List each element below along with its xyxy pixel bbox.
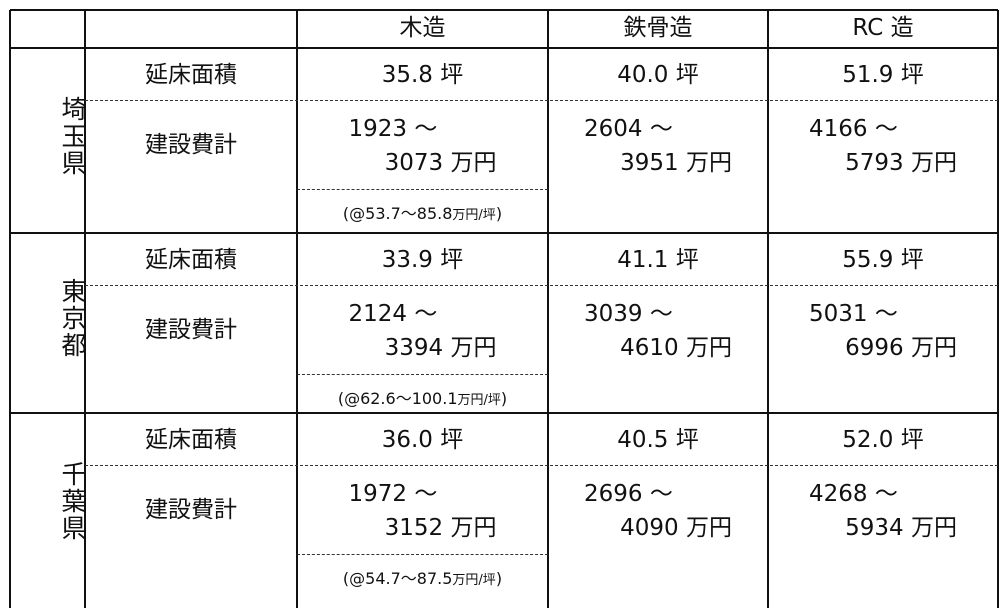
column-header: 木造 xyxy=(399,15,446,41)
region-label: 千葉県 xyxy=(58,460,87,542)
area-value: 55.9 坪 xyxy=(842,247,924,273)
rule xyxy=(297,374,548,376)
unit-price-close: ) xyxy=(495,569,503,588)
unit-price-range: (@54.7～87.5 xyxy=(342,569,453,588)
unit-price: (@54.7～87.5万円/坪) xyxy=(297,569,548,588)
cost-from: 5031 ～ xyxy=(809,301,898,327)
rule xyxy=(10,9,998,11)
unit-price-close: ) xyxy=(500,389,508,408)
cost-from: 4166 ～ xyxy=(809,116,898,142)
rule xyxy=(9,10,11,608)
area-value: 40.0 坪 xyxy=(617,62,699,88)
row-label: 建設費計 xyxy=(145,132,237,158)
rule xyxy=(297,189,548,191)
cost-to: 5793 万円 xyxy=(845,150,957,176)
area-value: 40.5 坪 xyxy=(617,427,699,453)
cost-to: 4090 万円 xyxy=(620,515,732,541)
column-header: 鉄骨造 xyxy=(623,15,693,41)
rule xyxy=(10,412,998,414)
unit-price: (@53.7～85.8万円/坪) xyxy=(297,204,548,223)
area-value: 33.9 坪 xyxy=(381,247,464,273)
area-value: 51.9 坪 xyxy=(842,62,924,88)
cost-to: 3394 万円 xyxy=(384,335,497,361)
cost-from: 2124 ～ xyxy=(348,301,438,327)
unit-price-range: (@62.6～100.1 xyxy=(337,389,458,408)
unit-price: (@62.6～100.1万円/坪) xyxy=(297,389,548,408)
area-value: 52.0 坪 xyxy=(842,427,924,453)
unit-price-unit: 万円/坪 xyxy=(452,573,496,588)
rule xyxy=(997,10,999,608)
rule xyxy=(547,10,549,608)
row-label: 延床面積 xyxy=(145,247,237,273)
row-label: 建設費計 xyxy=(145,317,237,343)
cost-to: 5934 万円 xyxy=(845,515,957,541)
row-label: 建設費計 xyxy=(145,497,237,523)
row-label: 延床面積 xyxy=(145,427,237,453)
cost-to: 3951 万円 xyxy=(620,150,732,176)
unit-price-unit: 万円/坪 xyxy=(452,208,496,223)
cost-to: 6996 万円 xyxy=(845,335,957,361)
cost-from: 2696 ～ xyxy=(584,481,673,507)
cost-from: 1923 ～ xyxy=(348,116,438,142)
unit-price-unit: 万円/坪 xyxy=(457,393,501,408)
cost-to: 3152 万円 xyxy=(384,515,497,541)
rule xyxy=(10,47,998,49)
area-value: 36.0 坪 xyxy=(381,427,464,453)
cost-to: 3073 万円 xyxy=(384,150,497,176)
cost-from: 2604 ～ xyxy=(584,116,673,142)
cost-to: 4610 万円 xyxy=(620,335,732,361)
unit-price-close: ) xyxy=(495,204,503,223)
region-label: 東京都 xyxy=(58,278,87,359)
rule xyxy=(85,465,998,467)
rule xyxy=(296,10,298,608)
cost-from: 1972 ～ xyxy=(348,481,438,507)
area-value: 35.8 坪 xyxy=(381,62,464,88)
column-header: RC 造 xyxy=(852,15,914,41)
rule xyxy=(85,100,998,102)
row-label: 延床面積 xyxy=(145,62,237,88)
unit-price-range: (@53.7～85.8 xyxy=(342,204,453,223)
rule xyxy=(85,285,998,287)
cost-from: 3039 ～ xyxy=(584,301,673,327)
area-value: 41.1 坪 xyxy=(617,247,699,273)
cost-from: 4268 ～ xyxy=(809,481,898,507)
rule xyxy=(10,232,998,234)
region-label: 埼玉県 xyxy=(58,95,87,177)
rule xyxy=(84,10,86,608)
rule xyxy=(297,554,548,556)
rule xyxy=(767,10,769,608)
